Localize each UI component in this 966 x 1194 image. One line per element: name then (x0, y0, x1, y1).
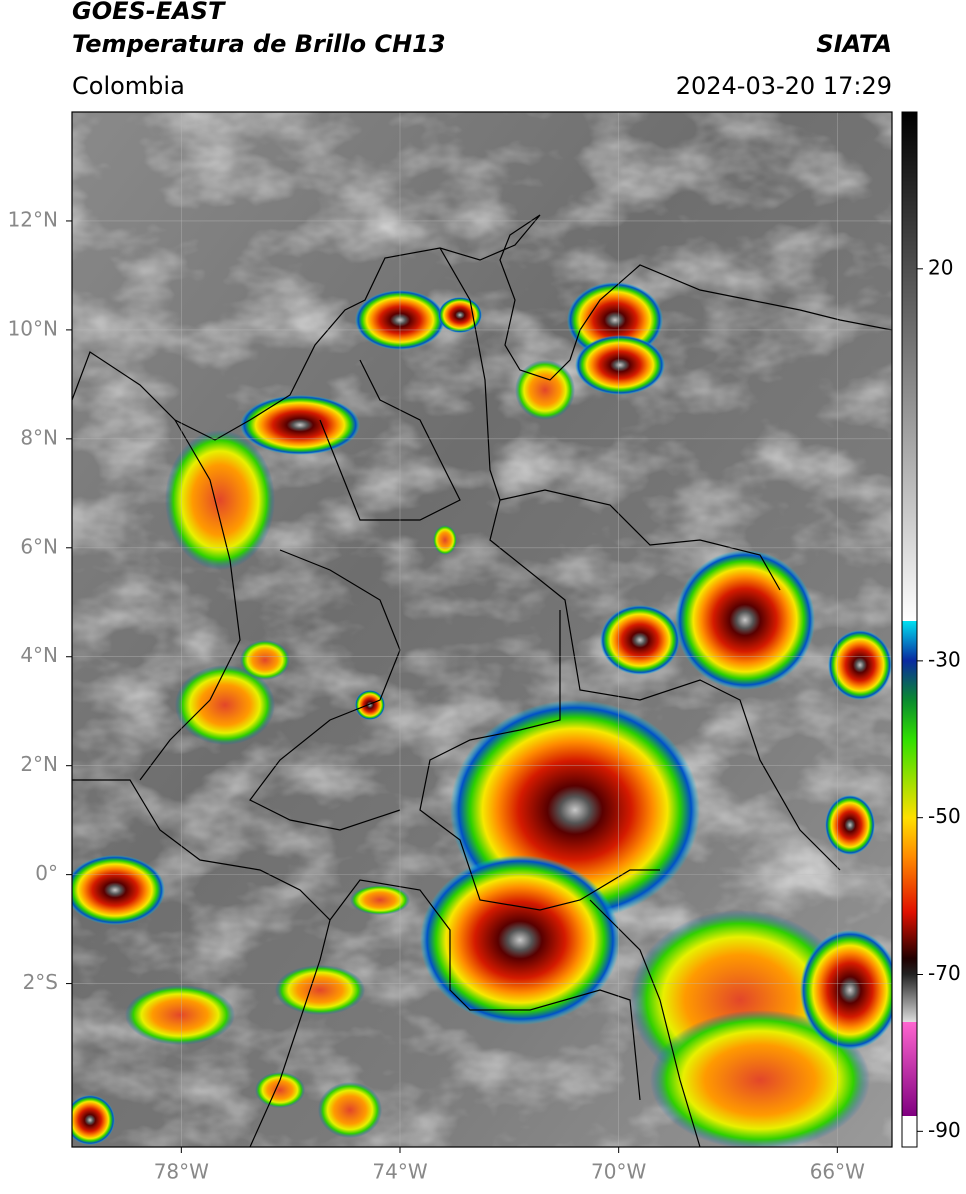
colorbar-tick-label: -90 (928, 1118, 961, 1142)
y-tick-label: 12°N (8, 207, 58, 231)
y-tick-label: 8°N (20, 425, 58, 449)
region: Colombia (72, 72, 185, 100)
x-tick-label: 70°W (591, 1160, 646, 1184)
y-tick-label: 6°N (20, 534, 58, 558)
borders (72, 214, 892, 1147)
colorbar (901, 111, 918, 1148)
subtitle: Temperatura de Brillo CH13 (72, 30, 446, 58)
colorbar-tick-label: 20 (928, 255, 953, 279)
map-frame (71, 111, 893, 1148)
y-tick-label: 0° (35, 861, 58, 885)
y-tick-label: 2°N (20, 752, 58, 776)
x-tick-label: 74°W (372, 1160, 427, 1184)
datetime: 2024-03-20 17:29 (676, 72, 892, 100)
y-tick-label: 10°N (8, 316, 58, 340)
colorbar-tick-label: -50 (928, 804, 961, 828)
satellite-image (72, 112, 892, 1147)
x-tick-label: 66°W (810, 1160, 865, 1184)
y-tick-label: 4°N (20, 643, 58, 667)
source: SIATA (816, 30, 892, 58)
colorbar-tick-label: -70 (928, 961, 961, 985)
title: GOES-EAST (72, 0, 226, 25)
x-tick-label: 78°W (154, 1160, 209, 1184)
y-tick-label: 2°S (23, 970, 58, 994)
colorbar-tick-label: -30 (928, 647, 961, 671)
